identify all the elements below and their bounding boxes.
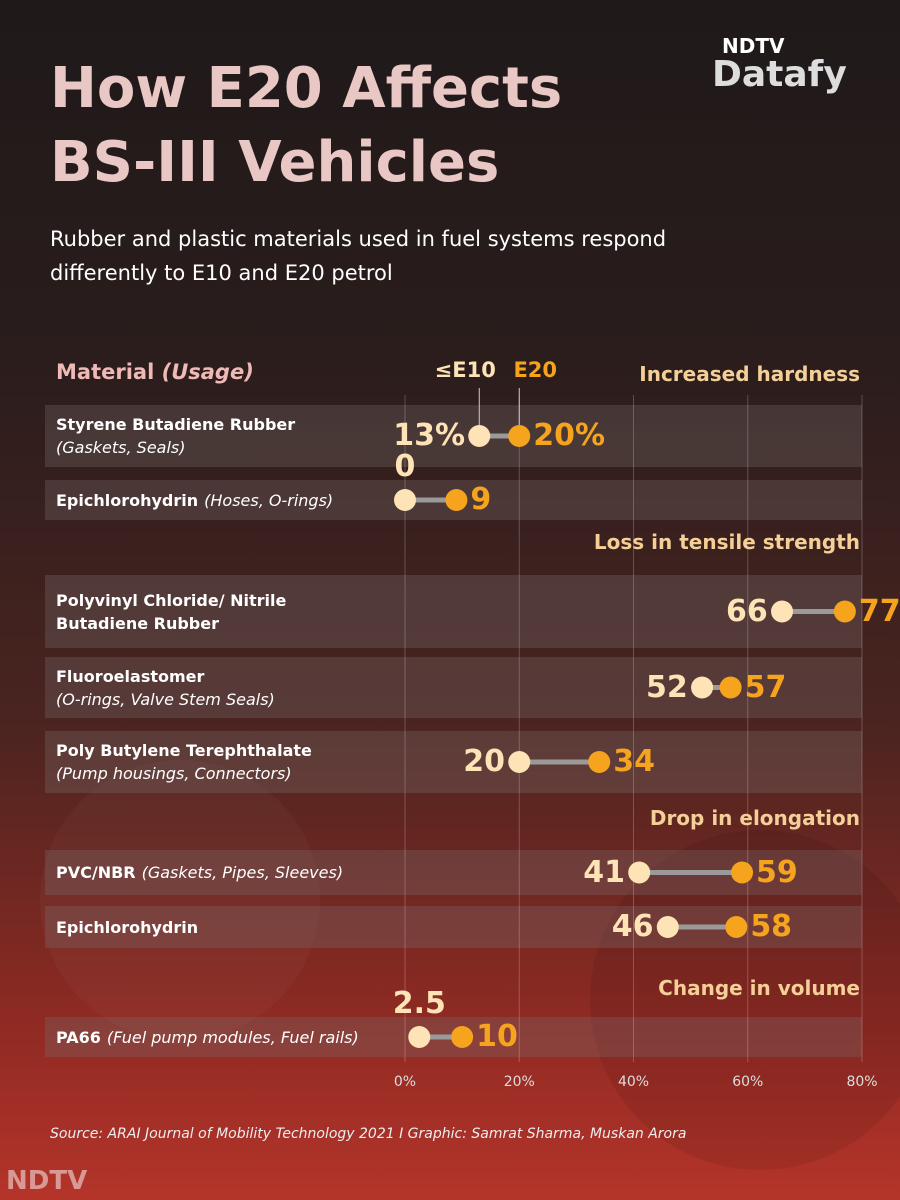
e10-label: 66 bbox=[726, 593, 768, 629]
material: Styrene Butadiene Rubber bbox=[56, 415, 296, 434]
e10-label: 2.5 bbox=[392, 986, 446, 1021]
legend-entry: ≤E10 bbox=[434, 358, 496, 382]
material-name: Fluoroelastomer (O-rings, Valve Stem Seal… bbox=[56, 665, 386, 711]
material-name: Polyvinyl Chloride/ Nitrile Butadiene Ru… bbox=[56, 589, 306, 635]
e10-label: 0 bbox=[394, 449, 416, 484]
material: Fluoroelastomer bbox=[56, 666, 205, 686]
logo-name: Datafy bbox=[712, 54, 847, 95]
column-header: Material (Usage) bbox=[56, 360, 254, 384]
e20-label: 34 bbox=[613, 744, 655, 779]
section-title: Loss in tensile strength bbox=[593, 530, 860, 554]
e20-label: 58 bbox=[750, 909, 793, 944]
e20-label: 57 bbox=[744, 669, 787, 705]
logo-top: NDTV bbox=[722, 34, 785, 58]
row-band bbox=[45, 731, 862, 793]
e10-label: 46 bbox=[611, 909, 654, 944]
material: Polyvinyl Chloride/ Nitrile Butadiene Ru… bbox=[56, 590, 287, 633]
e10-dot bbox=[468, 425, 491, 447]
section-title: Drop in elongation bbox=[649, 806, 860, 830]
material: Epichlorohydrin bbox=[56, 490, 199, 510]
material-name: Styrene Butadiene Rubber (Gaskets, Seals) bbox=[56, 413, 386, 459]
e10-dot bbox=[691, 676, 714, 699]
material-name: Epichlorohydrin (Hoses, O-rings) bbox=[56, 489, 386, 512]
material: PA66 bbox=[56, 1027, 101, 1047]
e10-label: 13% bbox=[393, 418, 466, 453]
e20-label: 77 bbox=[858, 593, 900, 629]
material-name: PA66 (Fuel pump modules, Fuel rails) bbox=[56, 1026, 386, 1049]
legend-entry: E20 bbox=[513, 358, 558, 382]
section-title: Increased hardness bbox=[639, 362, 860, 386]
x-tick-label: 60% bbox=[732, 1074, 764, 1090]
x-tick-label: 0% bbox=[393, 1074, 417, 1090]
x-tick-label: 20% bbox=[503, 1074, 535, 1090]
e20-dot bbox=[445, 489, 468, 511]
x-tick-label: 80% bbox=[846, 1074, 878, 1090]
usage: (Fuel pump modules, Fuel rails) bbox=[106, 1027, 359, 1047]
footer-logo: NDTV bbox=[6, 1166, 88, 1196]
e20-label: 59 bbox=[756, 854, 798, 890]
decor bbox=[40, 760, 320, 1040]
row-band bbox=[45, 405, 862, 467]
e20-label: 20% bbox=[533, 418, 606, 453]
usage: (Pump housings, Connectors) bbox=[56, 764, 292, 783]
e20-label: 9 bbox=[470, 482, 492, 517]
e10-dot bbox=[408, 1026, 431, 1048]
e10-dot bbox=[394, 489, 416, 511]
header-label: Material bbox=[56, 360, 155, 384]
e10-dot bbox=[771, 600, 794, 623]
e20-dot bbox=[833, 600, 856, 623]
e20-dot bbox=[451, 1026, 474, 1048]
title: How E20 Affects BS-III Vehicles bbox=[50, 56, 563, 195]
e20-dot bbox=[731, 861, 754, 884]
e20-label: 10 bbox=[476, 1019, 518, 1054]
row-band bbox=[45, 575, 862, 648]
source: Source: ARAI Journal of Mobility Technol… bbox=[50, 1126, 687, 1142]
subtitle: Rubber and plastic materials used in fue… bbox=[50, 227, 667, 285]
material: Poly Butylene Terephthalate bbox=[56, 741, 312, 760]
e10-label: 52 bbox=[646, 669, 688, 705]
e20-dot bbox=[719, 676, 742, 699]
usage: (Gaskets, Seals) bbox=[56, 438, 186, 457]
material-name: Poly Butylene Terephthalate (Pump housing… bbox=[56, 739, 386, 785]
e20-dot bbox=[725, 916, 748, 938]
material-name: Epichlorohydrin bbox=[56, 916, 386, 939]
e10-dot bbox=[628, 861, 651, 884]
e20-dot bbox=[508, 425, 531, 447]
e20-dot bbox=[588, 751, 611, 773]
header-usage: (Usage) bbox=[161, 360, 254, 384]
e10-dot bbox=[656, 916, 679, 938]
usage: (Gaskets, Pipes, Sleeves) bbox=[141, 863, 344, 882]
e10-label: 41 bbox=[583, 854, 625, 890]
material: Epichlorohydrin bbox=[56, 917, 199, 937]
section-title: Change in volume bbox=[658, 976, 860, 1000]
e10-label: 20 bbox=[463, 744, 505, 779]
usage: (Hoses, O-rings) bbox=[204, 490, 334, 510]
decor bbox=[590, 830, 900, 1170]
x-tick-label: 40% bbox=[617, 1074, 650, 1090]
material-name: PVC/NBR (Gaskets, Pipes, Sleeves) bbox=[56, 861, 386, 884]
e10-dot bbox=[508, 751, 531, 773]
usage: (O-rings, Valve Stem Seals) bbox=[56, 689, 275, 709]
material: PVC/NBR bbox=[56, 863, 136, 882]
